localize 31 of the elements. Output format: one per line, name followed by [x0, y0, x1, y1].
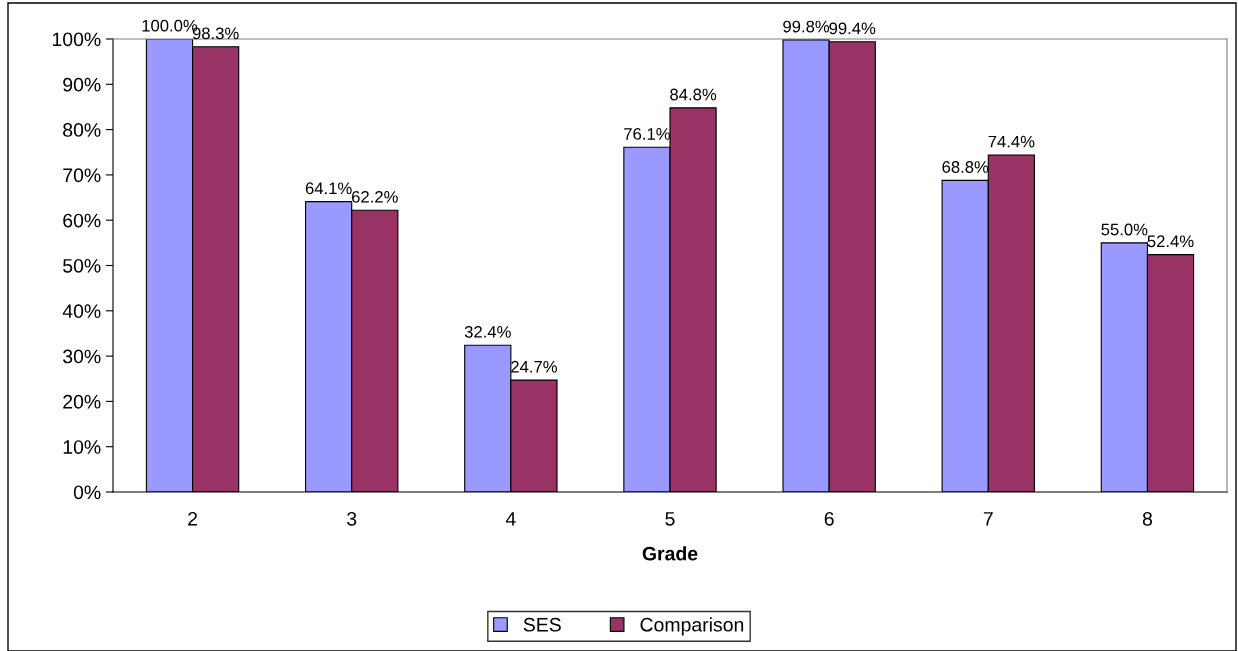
- y-tick-label: 50%: [63, 258, 101, 273]
- y-tick-label: 60%: [63, 213, 101, 228]
- y-tick-label: 80%: [63, 123, 101, 137]
- x-tick-label: 3: [347, 511, 357, 526]
- y-tick-label: 0%: [73, 485, 101, 500]
- legend-label: SES: [523, 617, 561, 632]
- y-tick-label: 30%: [63, 349, 101, 364]
- data-label: 74.4%: [988, 135, 1035, 148]
- x-tick-label: 6: [824, 511, 834, 526]
- y-tick-label: 20%: [63, 394, 101, 409]
- data-label: 64.1%: [305, 182, 352, 195]
- y-tick-label: 40%: [62, 304, 101, 319]
- data-label: 32.4%: [464, 325, 511, 338]
- data-label: 55.0%: [1101, 223, 1148, 236]
- legend-label: Comparison: [640, 617, 744, 636]
- x-tick-label: 4: [505, 512, 516, 526]
- data-label: 99.4%: [829, 22, 876, 35]
- x-tick-label: 2: [188, 511, 197, 526]
- y-tick-label: 90%: [63, 77, 101, 92]
- data-label: 62.2%: [352, 190, 398, 203]
- data-label: 84.8%: [670, 88, 717, 101]
- x-tick-label: 5: [665, 512, 675, 526]
- y-tick-label: 10%: [63, 440, 101, 454]
- data-label: 52.4%: [1147, 235, 1194, 248]
- x-axis-title: Grade: [642, 546, 698, 561]
- x-tick-label: 8: [1142, 511, 1152, 526]
- data-label: 99.8%: [783, 20, 830, 33]
- x-tick-label: 7: [983, 512, 993, 526]
- y-tick-label: 70%: [63, 168, 101, 183]
- y-tick-label: 100%: [52, 32, 101, 47]
- data-label: 24.7%: [511, 360, 557, 373]
